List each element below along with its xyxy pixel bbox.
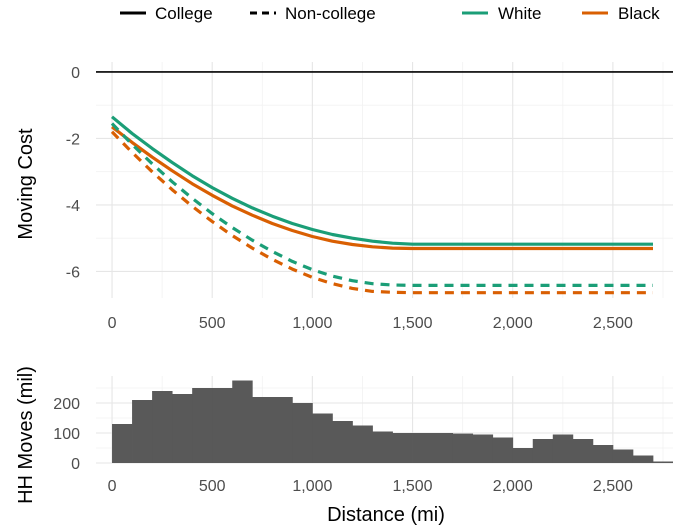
moving-cost-y-ticks: 0 -2 -4 -6: [66, 65, 80, 281]
histogram-bar: [132, 400, 153, 463]
x-tick-label: 1,500: [393, 315, 433, 332]
y-tick-label: 0: [71, 456, 80, 473]
moving-cost-series: [110, 115, 653, 295]
x-tick-label: 2,500: [593, 478, 633, 495]
legend-college-label: College: [155, 4, 213, 23]
series-line-black-non-college: [110, 130, 653, 295]
histogram-bar: [512, 448, 534, 463]
y-tick-label: 0: [71, 65, 80, 82]
x-tick-label: 2,000: [493, 315, 533, 332]
histogram-bar: [592, 445, 614, 463]
histogram-bar: [452, 433, 474, 463]
hh-moves-x-ticks: 0 500 1,000 1,500 2,000 2,500: [108, 478, 633, 495]
histogram-bar: [392, 433, 413, 463]
histogram-bar: [492, 437, 514, 463]
distance-x-axis-title: Distance (mi): [327, 504, 445, 526]
histogram-bar: [152, 391, 173, 463]
histogram-bar: [352, 425, 373, 463]
histogram-bar: [612, 449, 634, 463]
x-tick-label: 1,500: [393, 478, 433, 495]
y-tick-label: -2: [66, 131, 80, 148]
series-line-white-college: [110, 115, 653, 246]
x-tick-label: 0: [108, 478, 117, 495]
histogram-bar: [292, 403, 313, 463]
series-line-white-non-college: [110, 122, 653, 287]
histogram-bar: [532, 439, 554, 463]
y-tick-label: 200: [53, 396, 80, 413]
x-tick-label: 2,500: [593, 315, 633, 332]
histogram-bar: [272, 397, 293, 463]
x-tick-label: 500: [199, 478, 226, 495]
histogram-bar: [572, 439, 594, 463]
y-tick-label: -6: [66, 264, 80, 281]
histogram-bar: [652, 461, 673, 463]
hh-moves-y-ticks: 0 100 200: [53, 396, 80, 473]
legend: College Non-college White Black: [120, 4, 660, 23]
x-tick-label: 2,000: [493, 478, 533, 495]
histogram-bar: [212, 388, 233, 463]
legend-white-label: White: [498, 4, 541, 23]
histogram-bar: [172, 394, 193, 463]
hh-moves-bars: [112, 380, 673, 463]
y-tick-label: -4: [66, 198, 80, 215]
histogram-bar: [312, 413, 333, 463]
histogram-bar: [412, 433, 433, 463]
legend-black-label: Black: [618, 4, 660, 23]
histogram-bar: [252, 397, 273, 463]
x-tick-label: 1,000: [292, 315, 332, 332]
x-tick-label: 500: [199, 315, 226, 332]
series-line-black-college: [111, 125, 653, 251]
moving-cost-panel: 0 -2 -4 -6 0 500 1,000 1,500 2,000 2,500 Moving …: [15, 62, 673, 332]
histogram-bar: [192, 388, 213, 463]
histogram-bar: [232, 380, 253, 463]
hh-moves-y-axis-title: HH Moves (mil): [15, 366, 37, 504]
hh-moves-panel: 0 100 200 0 500 1,000 1,500 2,000 2,500 HH Move…: [15, 366, 673, 526]
x-tick-label: 1,000: [292, 478, 332, 495]
legend-noncollege-label: Non-college: [285, 4, 376, 23]
histogram-bar: [372, 431, 393, 463]
x-tick-label: 0: [108, 315, 117, 332]
histogram-bar: [472, 434, 494, 463]
y-tick-label: 100: [53, 426, 80, 443]
histogram-bar: [632, 455, 654, 463]
histogram-bar: [332, 421, 353, 463]
histogram-bar: [112, 424, 133, 463]
moving-cost-x-ticks: 0 500 1,000 1,500 2,000 2,500: [108, 315, 633, 332]
moving-cost-grid: [96, 62, 673, 298]
moving-cost-y-axis-title: Moving Cost: [15, 128, 37, 240]
histogram-bar: [552, 434, 574, 463]
histogram-bar: [432, 433, 454, 463]
